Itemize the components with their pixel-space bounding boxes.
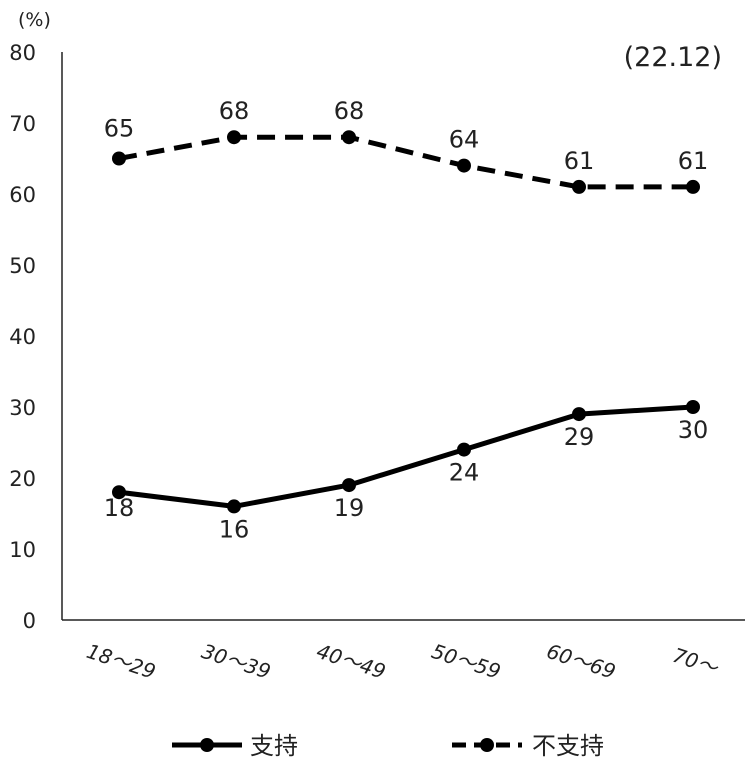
data-label: 68 [219,97,250,125]
legend-swatch-marker [200,738,214,752]
data-label: 61 [564,147,595,175]
data-label: 16 [219,515,250,543]
legend-item: 不支持 [452,732,604,760]
legend-item: 支持 [172,732,298,760]
legend: 支持 不支持 [172,732,604,760]
axes [61,52,745,621]
series-line [118,404,694,509]
y-tick-label: 0 [23,609,36,633]
series-line [118,134,693,190]
data-label: 61 [678,147,709,175]
y-tick-label: 80 [9,41,36,65]
y-tick-label: 30 [9,396,36,420]
series-support: 18 16 19 24 29 30 [104,400,709,543]
y-unit-label: (%) [18,9,51,31]
legend-swatch-marker [480,738,494,752]
data-label: 64 [449,126,480,154]
data-label: 18 [104,494,135,522]
data-point [112,151,126,166]
data-point [457,158,471,173]
y-tick-label: 60 [9,183,36,207]
y-tick-label: 50 [9,254,36,278]
data-label: 65 [104,115,135,143]
y-tick-label: 40 [9,325,36,349]
y-tick-label: 20 [9,467,36,491]
x-tick-label: 60～69 [544,639,619,684]
data-point [342,130,356,145]
y-axis-ticks: 0 10 20 30 40 50 60 70 80 [9,41,36,633]
data-point [572,179,586,194]
series-layer: 18 16 19 24 29 30 65 68 68 64 61 61 [104,97,709,543]
x-tick-label: 50～59 [429,639,504,684]
data-point [227,499,241,514]
x-tick-label: 40～49 [314,639,389,684]
data-label: 19 [334,494,365,522]
data-label: 68 [334,97,365,125]
legend-label: 支持 [250,732,298,760]
y-tick-label: 10 [9,538,36,562]
x-tick-label: 70～ [670,643,723,680]
data-point [686,400,700,414]
data-label: 30 [678,416,709,444]
x-tick-label: 18～29 [84,639,159,684]
data-point [457,442,471,457]
data-point [572,407,586,422]
data-point [227,130,241,145]
data-label: 29 [564,423,595,451]
legend-label: 不支持 [532,732,604,760]
x-axis-ticks: 18～29 30～39 40～49 50～59 60～69 70～ [84,639,723,684]
x-tick-label: 30～39 [199,639,274,684]
data-point [112,485,126,500]
data-label: 24 [449,459,480,487]
series-nonsupport: 65 68 68 64 61 61 [104,97,709,194]
data-point [342,478,356,493]
period-label: (22.12) [624,42,722,73]
data-point [686,179,700,194]
y-tick-label: 70 [9,112,36,136]
